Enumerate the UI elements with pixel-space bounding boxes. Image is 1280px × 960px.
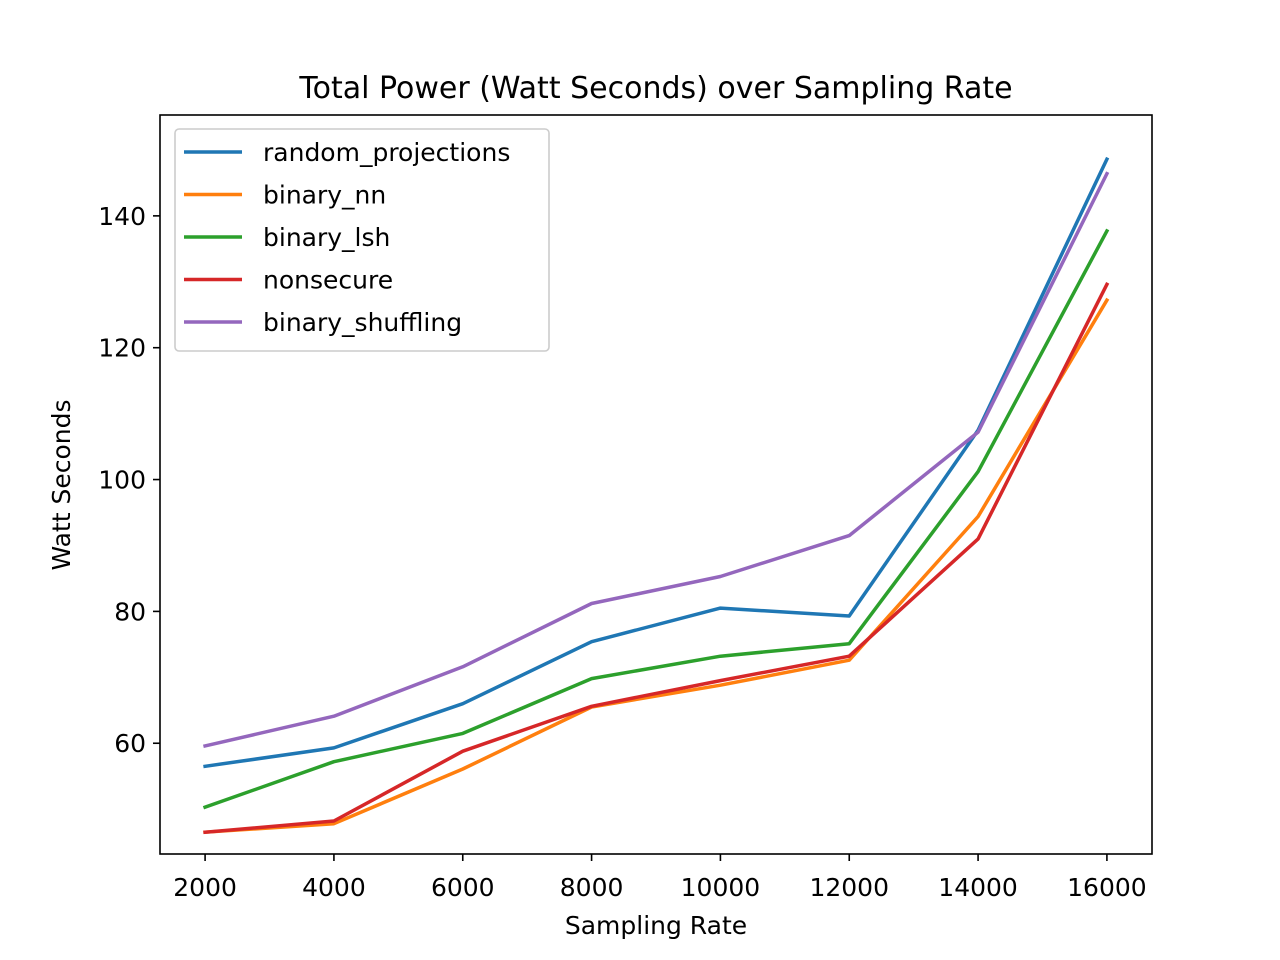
y-axis-label: Watt Seconds <box>47 399 76 570</box>
plot-area <box>202 156 1110 835</box>
series-line-nonsecure <box>203 282 1110 835</box>
x-tick-label: 6000 <box>431 873 495 902</box>
legend-box <box>174 128 550 352</box>
chart-title: Total Power (Watt Seconds) over Sampling… <box>298 71 1012 106</box>
x-tick-label: 16000 <box>1067 873 1147 902</box>
y-axis: 60 80 100 120 140 <box>98 202 160 758</box>
x-tick-label: 8000 <box>560 873 624 902</box>
series-line-binary-nn <box>203 297 1110 835</box>
legend-label-binary-shuffling: binary_shuffling <box>263 308 462 337</box>
legend-label-binary-lsh: binary_lsh <box>263 223 390 252</box>
y-tick-label: 100 <box>98 466 146 495</box>
x-tick-label: 10000 <box>681 873 761 902</box>
y-tick-label: 60 <box>114 729 146 758</box>
legend-label-binary-nn: binary_nn <box>263 181 386 210</box>
x-axis: 2000 4000 6000 8000 10000 12000 14000 16000 <box>173 854 1147 902</box>
series-line-random-projections <box>203 156 1110 769</box>
x-tick-label: 4000 <box>302 873 366 902</box>
legend: random_projections binary_nn binary_lshnon… <box>174 128 550 352</box>
x-tick-label: 2000 <box>173 873 237 902</box>
series-line-binary-shuffling <box>203 171 1110 748</box>
y-tick-label: 120 <box>98 334 146 363</box>
x-axis-label: Sampling Rate <box>565 911 747 940</box>
plot-frame <box>159 114 1153 855</box>
y-tick-label: 140 <box>98 202 146 231</box>
legend-label-random-projections: random_projections <box>263 138 510 167</box>
x-tick-label: 14000 <box>938 873 1018 902</box>
x-tick-label: 12000 <box>809 873 889 902</box>
y-tick-label: 80 <box>114 597 146 626</box>
legend-label-nonsecure: nonsecure <box>263 266 393 295</box>
series-line-binary-lsh <box>202 228 1110 810</box>
